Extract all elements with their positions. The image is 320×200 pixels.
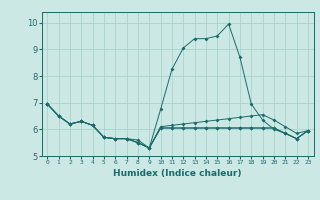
X-axis label: Humidex (Indice chaleur): Humidex (Indice chaleur) — [113, 169, 242, 178]
